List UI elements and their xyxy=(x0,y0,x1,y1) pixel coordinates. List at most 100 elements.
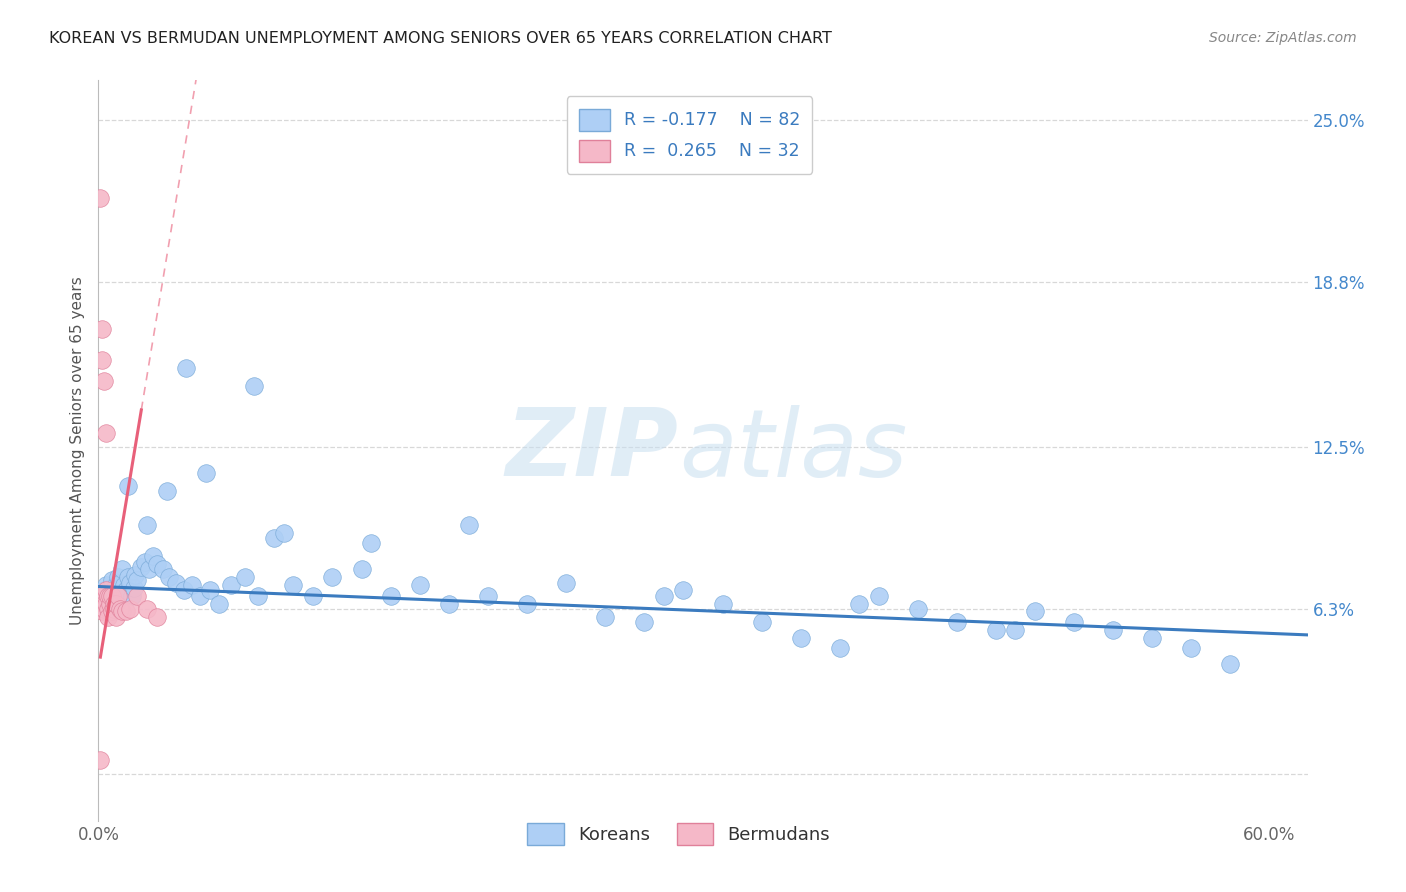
Point xyxy=(984,623,1007,637)
Point xyxy=(380,589,402,603)
Point xyxy=(1024,604,1046,618)
Point xyxy=(96,583,118,598)
Point xyxy=(97,609,120,624)
Point xyxy=(156,483,179,498)
Point xyxy=(107,589,129,603)
Point xyxy=(96,426,118,441)
Point xyxy=(112,578,135,592)
Point xyxy=(458,518,481,533)
Point xyxy=(136,601,159,615)
Point xyxy=(101,589,124,603)
Point xyxy=(98,589,121,603)
Point xyxy=(945,615,967,629)
Point xyxy=(103,597,125,611)
Point xyxy=(98,597,121,611)
Point xyxy=(1219,657,1241,671)
Point xyxy=(93,583,115,598)
Point xyxy=(409,578,432,592)
Point xyxy=(93,374,115,388)
Point xyxy=(114,604,136,618)
Point xyxy=(131,560,153,574)
Point xyxy=(107,570,129,584)
Point xyxy=(516,597,538,611)
Point xyxy=(98,597,121,611)
Legend: Koreans, Bermudans: Koreans, Bermudans xyxy=(520,816,838,853)
Point xyxy=(146,609,169,624)
Point xyxy=(111,562,134,576)
Point xyxy=(828,640,851,655)
Point xyxy=(233,570,256,584)
Point xyxy=(360,536,382,550)
Point xyxy=(91,591,114,606)
Point xyxy=(789,631,811,645)
Point xyxy=(1180,640,1202,655)
Point xyxy=(118,601,141,615)
Point xyxy=(127,589,149,603)
Point xyxy=(103,597,125,611)
Point xyxy=(117,570,139,584)
Point xyxy=(93,597,115,611)
Text: atlas: atlas xyxy=(679,405,907,496)
Point xyxy=(555,575,578,590)
Point xyxy=(907,601,929,615)
Point xyxy=(91,591,114,606)
Point xyxy=(439,597,461,611)
Point xyxy=(91,353,114,368)
Y-axis label: Unemployment Among Seniors over 65 years: Unemployment Among Seniors over 65 years xyxy=(69,277,84,624)
Point xyxy=(181,578,204,592)
Point xyxy=(138,562,160,576)
Point xyxy=(152,562,174,576)
Point xyxy=(1063,615,1085,629)
Point xyxy=(595,609,617,624)
Point xyxy=(1140,631,1163,645)
Point xyxy=(101,604,124,618)
Point xyxy=(208,597,231,611)
Point xyxy=(124,567,146,582)
Point xyxy=(247,589,270,603)
Text: KOREAN VS BERMUDAN UNEMPLOYMENT AMONG SENIORS OVER 65 YEARS CORRELATION CHART: KOREAN VS BERMUDAN UNEMPLOYMENT AMONG SE… xyxy=(49,31,832,46)
Point xyxy=(104,597,127,611)
Point xyxy=(188,589,211,603)
Point xyxy=(96,578,118,592)
Point xyxy=(97,601,120,615)
Point xyxy=(146,558,169,572)
Point xyxy=(165,575,187,590)
Point xyxy=(198,583,221,598)
Point xyxy=(672,583,695,598)
Point xyxy=(302,589,325,603)
Point xyxy=(122,581,145,595)
Point xyxy=(283,578,305,592)
Point xyxy=(98,581,121,595)
Point xyxy=(134,555,156,569)
Point xyxy=(104,591,127,606)
Point xyxy=(103,586,125,600)
Point xyxy=(751,615,773,629)
Point xyxy=(97,589,120,603)
Point xyxy=(104,609,127,624)
Point xyxy=(174,361,197,376)
Point xyxy=(273,525,295,540)
Point xyxy=(101,589,124,603)
Point xyxy=(219,578,242,592)
Point xyxy=(652,589,675,603)
Point xyxy=(848,597,870,611)
Point xyxy=(114,583,136,598)
Point xyxy=(103,601,125,615)
Point xyxy=(111,604,134,618)
Point xyxy=(93,589,115,603)
Point xyxy=(263,531,285,545)
Point xyxy=(321,570,343,584)
Point xyxy=(127,573,149,587)
Point xyxy=(633,615,655,629)
Point xyxy=(108,575,131,590)
Point xyxy=(97,601,120,615)
Text: Source: ZipAtlas.com: Source: ZipAtlas.com xyxy=(1209,31,1357,45)
Point xyxy=(104,578,127,592)
Point xyxy=(118,575,141,590)
Point xyxy=(136,518,159,533)
Point xyxy=(96,597,118,611)
Point xyxy=(91,604,114,618)
Point xyxy=(157,570,180,584)
Point xyxy=(243,379,266,393)
Point xyxy=(350,562,373,576)
